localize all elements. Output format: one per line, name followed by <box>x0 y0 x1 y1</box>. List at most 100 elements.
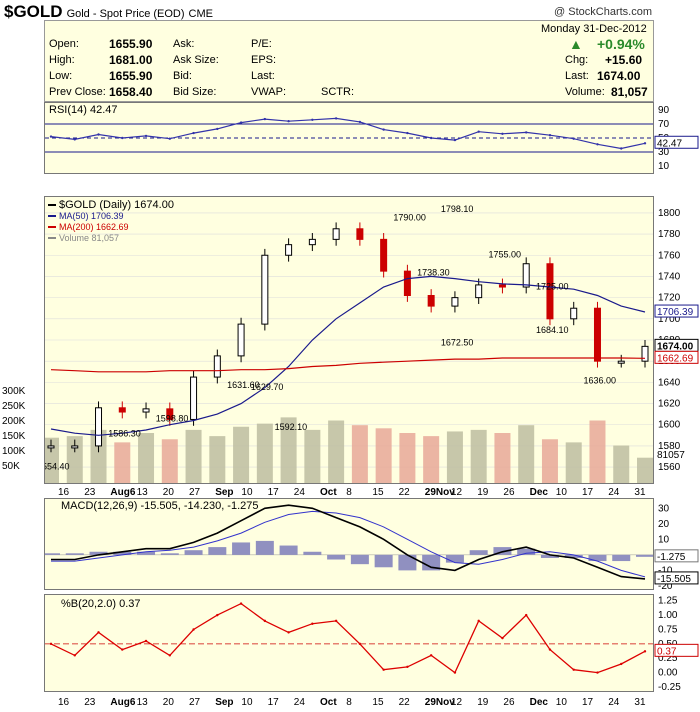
high-label: High: <box>49 54 75 66</box>
price-axis-tick: 1640 <box>658 377 681 388</box>
legend-swatch <box>48 226 56 228</box>
copyright[interactable]: @ StockCharts.com <box>554 6 652 18</box>
volume-tick: 100K <box>2 446 26 457</box>
pctb-point <box>548 648 552 651</box>
macd-histogram-bar <box>208 547 227 555</box>
rsi-axis-tick: 30 <box>658 147 670 158</box>
rsi-point <box>429 136 433 140</box>
symbol: $GOLD <box>4 2 63 21</box>
legend-label: MA(50) 1706.39 <box>59 211 124 221</box>
rsi-point <box>382 128 385 131</box>
bid-label: Bid: <box>173 70 192 82</box>
rsi-axis-marker-box <box>654 135 699 149</box>
legend-label: Volume 81,057 <box>59 233 119 243</box>
rsi-point <box>97 133 100 136</box>
x-tick: 20 <box>163 487 175 498</box>
vwap-label: VWAP: <box>251 86 287 98</box>
rsi-axis-tick: 70 <box>658 119 670 130</box>
rsi-point <box>572 137 575 140</box>
price-axis-tick: 1800 <box>658 208 681 219</box>
price-axis-marker: 1662.69 <box>657 353 694 364</box>
macd-axis-tick: -20 <box>658 581 673 590</box>
macd-chart <box>45 504 653 580</box>
pctb-y-axis: 1.251.000.750.500.250.00-0.250.37 <box>654 596 699 692</box>
x-tick: 23 <box>84 697 96 708</box>
sctr-label: SCTR: <box>321 86 354 98</box>
x-tick: 24 <box>608 697 620 708</box>
x-tick: 17 <box>582 697 594 708</box>
price-candle <box>118 407 126 413</box>
price-axis-tick: 1740 <box>658 271 681 282</box>
pctb-point <box>477 619 480 623</box>
rsi-point <box>263 117 267 121</box>
volume-bar <box>518 425 535 483</box>
volume-tick: 250K <box>2 401 26 412</box>
high-value: 1681.00 <box>109 53 153 67</box>
x-tick: 22 <box>399 487 411 498</box>
pctb-point <box>97 631 100 634</box>
macd-line <box>51 504 646 580</box>
open-value: 1655.90 <box>109 37 153 51</box>
price-candle <box>95 407 103 447</box>
price-axis-tick: 1720 <box>658 293 681 304</box>
price-axis-tick: 1700 <box>658 314 681 325</box>
x-tick: 8 <box>346 487 352 498</box>
macd-histogram-bar <box>279 545 298 555</box>
price-candle <box>641 345 649 362</box>
pctb-point <box>382 668 385 671</box>
price-axis-tick: 1620 <box>658 399 681 410</box>
macd-histogram-bar <box>65 553 84 555</box>
pctb-point <box>643 650 647 653</box>
volume-bar <box>90 429 107 483</box>
x-tick: 26 <box>503 487 515 498</box>
pctb-axis-tick: 0.25 <box>658 653 678 664</box>
macd-axis-tick: -10 <box>658 565 673 576</box>
volume-bar <box>423 436 440 483</box>
price-candle <box>522 263 530 288</box>
macd-signal-line <box>51 510 646 578</box>
macd-histogram-bar <box>184 550 203 555</box>
quote-date: Monday 31-Dec-2012 <box>541 23 647 35</box>
volume-bar <box>280 417 297 483</box>
volume-bar <box>233 426 250 483</box>
volume-bar <box>541 439 558 483</box>
price-panel: $GOLD (Daily) 1674.00 MA(50) 1706.39 MA(20… <box>44 196 654 484</box>
rsi-point <box>144 134 148 138</box>
x-tick: 24 <box>294 487 306 498</box>
pctb-point <box>358 642 362 646</box>
x-tick: 17 <box>268 487 280 498</box>
price-annotation: 1598.80 <box>156 414 189 424</box>
rsi-panel: RSI(14) 42.47 <box>44 102 654 174</box>
x-tick: 12 <box>451 487 463 498</box>
macd-histogram-bar <box>469 550 488 555</box>
macd-histogram-bar <box>636 554 653 557</box>
rsi-point <box>406 131 409 135</box>
pctb-panel: %B(20,2.0) 0.37 <box>44 594 654 692</box>
macd-y-axis: 3020100-10-20-1.275-15.505 <box>654 503 699 590</box>
volume-tick: 200K <box>2 416 26 427</box>
macd-histogram-bar <box>160 553 179 555</box>
x-tick: 15 <box>372 487 384 498</box>
macd-histogram-bar <box>137 551 156 555</box>
rsi-point <box>73 138 76 141</box>
rsi-point <box>643 142 647 145</box>
x-tick: 22 <box>399 697 411 708</box>
x-tick: 29Nov <box>425 487 455 498</box>
volume-bar <box>351 425 368 483</box>
x-tick: 27 <box>189 487 201 498</box>
rsi-axis-marker: 42.47 <box>657 138 682 149</box>
price-candle <box>356 228 364 240</box>
x-tick: 13 <box>137 697 149 708</box>
volume-tick: 300K <box>2 386 26 397</box>
macd-histogram-bar <box>232 542 251 555</box>
rsi-point <box>358 120 362 124</box>
price-annotation: 1636.00 <box>583 376 616 386</box>
price-candle <box>142 408 150 413</box>
x-tick: 8 <box>346 697 352 708</box>
legend-label: $GOLD (Daily) 1674.00 <box>59 199 174 211</box>
pctb-axis-tick: -0.25 <box>658 682 681 692</box>
rsi-line <box>50 117 646 150</box>
x-tick: 24 <box>294 697 306 708</box>
